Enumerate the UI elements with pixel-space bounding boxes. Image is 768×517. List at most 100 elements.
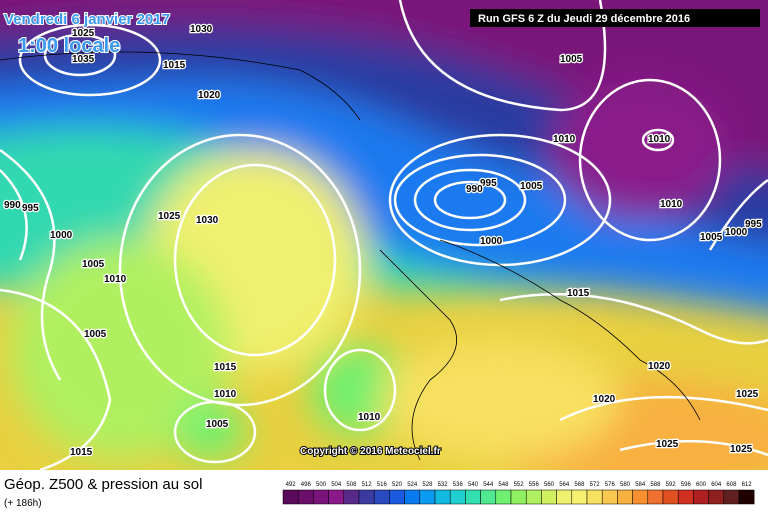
scale-swatch [586,489,603,505]
isobar-label: 1010 [648,134,671,145]
scale-label: 516 [377,482,388,488]
isobar-label: 1000 [725,227,748,238]
isobar-label: 1035 [72,54,95,65]
isobar-label: 1025 [158,211,181,222]
scale-swatch [693,489,709,505]
isobar-label: 1005 [84,329,107,340]
run-info: Run GFS 6 Z du Jeudi 29 décembre 2016 [478,13,690,25]
isobar-label: 1020 [198,90,221,101]
scale-label: 560 [544,482,555,488]
isobar-label: 1010 [358,412,381,423]
scale-label: 512 [362,482,373,488]
isobar-label: 1015 [214,362,237,373]
scale-label: 592 [666,482,677,488]
scale-label: 584 [635,482,646,488]
scale-label: 508 [346,482,357,488]
scale-swatch [465,489,481,505]
scale-swatch [632,489,649,505]
scale-label: 612 [742,482,753,488]
isobar-label: 990 [4,200,21,211]
isobar-label: 1030 [196,215,219,226]
isobar-label: 1010 [214,389,237,400]
scale-swatch [419,489,436,505]
scale-label: 596 [681,482,692,488]
isobar-label: 1000 [50,230,73,241]
scale-label: 496 [301,482,312,488]
isobar-label: 1005 [560,54,583,65]
coastlines [0,51,701,461]
isobar-label: 1015 [70,447,93,458]
scale-label: 524 [407,482,418,488]
isobar-label: 1010 [553,134,576,145]
scale-label: 604 [711,482,722,488]
scale-swatch [662,489,679,505]
isobar-label: 995 [22,203,39,214]
scale-swatch [343,489,360,505]
isobar-label: 1025 [656,439,679,450]
isobar-label: 990 [466,184,483,195]
footer-lead: (+ 186h) [4,498,42,509]
isobar-label: 1005 [700,232,723,243]
scale-label: 588 [650,482,661,488]
isobar-label: 1010 [660,199,683,210]
scale-swatch [282,489,299,505]
isobar-label: 1015 [567,288,590,299]
isobar-label: 1025 [736,389,759,400]
scale-swatch [601,489,618,505]
scale-swatch [571,489,588,505]
isobar-label: 1020 [593,394,616,405]
scale-swatch [358,489,375,505]
isobar-label: 1025 [730,444,753,455]
color-scale: 492 496 500 504 508 512 516 520 524 528 532 536 540 5… [282,482,755,505]
scale-label: 572 [590,482,601,488]
map-background [0,0,768,500]
scale-swatch [389,489,405,505]
scale-swatch [525,489,542,505]
forecast-time: 1:00 locale [18,35,120,57]
scale-swatch [495,489,512,505]
scale-swatch [434,489,451,505]
scale-label: 504 [331,482,342,488]
scale-swatch [647,489,664,505]
isobar-label: 1015 [163,60,186,71]
copyright: Copyright © 2016 Meteociel.fr [300,446,441,457]
scale-label: 520 [392,482,403,488]
isobars [0,0,768,464]
scale-label: 556 [529,482,540,488]
isobar-label: 1030 [190,24,213,35]
scale-label: 540 [468,482,479,488]
scale-label: 544 [483,482,494,488]
scale-label: 528 [422,482,433,488]
scale-swatch [328,489,345,505]
scale-swatch [313,489,329,505]
scale-swatch [708,489,725,505]
isobar-label: 1005 [520,181,543,192]
footer-title: Géop. Z500 & pression au sol [4,476,202,493]
scale-label: 500 [316,482,327,488]
scale-swatch [449,489,466,505]
scale-swatch [404,489,421,505]
scale-label: 536 [453,482,464,488]
scale-swatch [617,489,633,505]
scale-swatch [541,489,557,505]
scale-swatch [738,489,755,505]
scale-swatch [480,489,497,505]
isobar-label: 1010 [104,274,127,285]
scale-swatch [723,489,740,505]
scale-label: 576 [605,482,616,488]
isobar-label: 1020 [648,361,671,372]
scale-swatch [510,489,527,505]
isobar-label: 1005 [82,259,105,270]
isobar-label: 1000 [480,236,503,247]
scale-label: 492 [286,482,297,488]
scale-swatch [297,489,314,505]
scale-swatch [373,489,390,505]
scale-swatch [556,489,573,505]
run-banner [470,9,760,27]
scale-label: 564 [559,482,570,488]
isobar-label: 1005 [206,419,229,430]
scale-label: 552 [514,482,525,488]
scale-label: 568 [574,482,585,488]
